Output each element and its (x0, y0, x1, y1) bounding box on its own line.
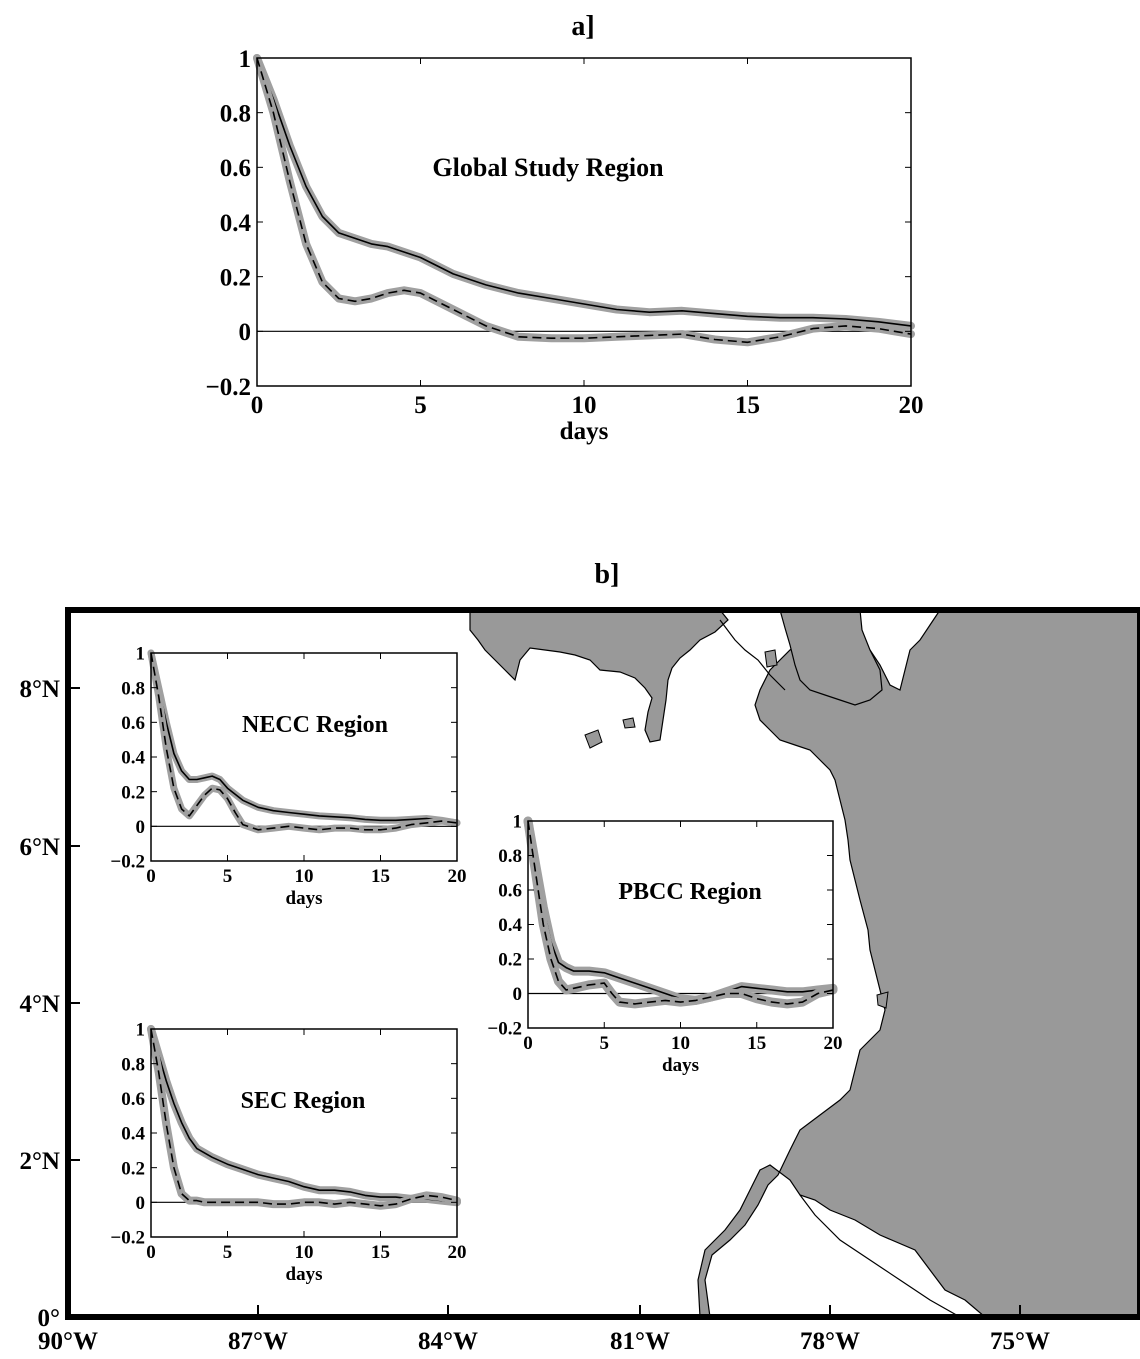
island-2 (764, 649, 778, 668)
pbcc-title: PBCC Region (618, 879, 761, 905)
necc-series-2-line (150, 652, 458, 831)
pbcc-xtick-label: 15 (747, 1033, 766, 1054)
lat-tick-label: 8°N (19, 676, 60, 703)
global-series-1-line (256, 57, 912, 327)
map-frame (65, 607, 1140, 1320)
pbcc-ytick-label: 0.6 (498, 881, 522, 902)
necc-xtick-label: 0 (146, 866, 156, 887)
panel-b-label: b] (595, 559, 620, 590)
pbcc-ytick-label: 0.8 (498, 846, 522, 867)
global-series-2-band (253, 54, 915, 347)
land-mainland (697, 610, 1140, 1317)
pbcc-series-2-line (527, 820, 834, 1005)
global-xtick-label: 20 (899, 392, 924, 419)
border-line-2 (719, 619, 786, 691)
global-ytick-label: −0.2 (206, 374, 252, 401)
pbcc-ytick-label: 0.2 (498, 950, 522, 971)
map-axes: 8°N 6°N 4°N 2°N 0°90°W 87°W 84°W 81°W 78°W 75°W (19, 676, 1050, 1355)
necc-ytick-label: 0.6 (121, 713, 145, 734)
lon-tick-label: 75°W (990, 1328, 1050, 1355)
lat-tick-label: 2°N (19, 1148, 60, 1175)
pbcc-ytick-label: 0.4 (498, 915, 522, 936)
global-ytick-label: 0.8 (220, 100, 251, 127)
panel-b: b] 8°N 6°N 4°N 2°N 0°90°W 87°W 84°W 81°W 78°W 75°… (19, 559, 1140, 1355)
global-xtick-label: 15 (735, 392, 760, 419)
sec-series-1-line (150, 1028, 458, 1204)
sec-ytick-label: 0.6 (121, 1089, 145, 1110)
pbcc-ytick-label: 0 (513, 984, 523, 1005)
global-xtick-label: 10 (572, 392, 597, 419)
sec-ytick-label: −0.2 (110, 1228, 145, 1249)
land-panama (469, 610, 729, 743)
sec-ytick-label: 0 (136, 1193, 146, 1214)
pbcc-xtick-label: 0 (523, 1033, 533, 1054)
panel-a: a] 0 5 10 15 2010.80.60.40.20−0.2daysGlobal … (206, 11, 924, 445)
necc-xtick-label: 15 (371, 866, 390, 887)
pbcc-xtick-label: 5 (600, 1033, 610, 1054)
necc-ytick-label: 1 (136, 644, 146, 665)
island-1 (584, 729, 603, 749)
border-line (799, 1194, 961, 1317)
pbcc-xlabel: days (662, 1055, 699, 1076)
lon-tick-label: 87°W (228, 1328, 288, 1355)
global-ytick-label: 0.6 (220, 155, 251, 182)
sec-xtick-label: 0 (146, 1242, 156, 1263)
sec-title: SEC Region (241, 1088, 366, 1114)
lon-tick-label: 78°W (800, 1328, 860, 1355)
global-xtick-label: 5 (414, 392, 427, 419)
sec-xtick-label: 10 (295, 1242, 314, 1263)
necc-ytick-label: 0 (136, 817, 146, 838)
necc-xlabel: days (286, 888, 323, 909)
lon-tick-label: 81°W (610, 1328, 670, 1355)
pbcc-ytick-label: −0.2 (487, 1019, 522, 1040)
lon-tick-label: 90°W (38, 1328, 98, 1355)
sec-series-2-line (150, 1028, 458, 1207)
map: 8°N 6°N 4°N 2°N 0°90°W 87°W 84°W 81°W 78°W 75°W (19, 607, 1140, 1355)
pbcc-ytick-label: 1 (513, 812, 523, 833)
global-ytick-label: 1 (239, 46, 252, 73)
necc-ytick-label: −0.2 (110, 852, 145, 873)
island-4 (622, 717, 636, 729)
necc-xtick-label: 5 (223, 866, 233, 887)
land-colombia-north (779, 610, 883, 706)
island-3 (876, 991, 889, 1009)
lon-tick-label: 84°W (418, 1328, 478, 1355)
sec-ytick-label: 1 (136, 1020, 146, 1041)
sec-xlabel: days (286, 1264, 323, 1285)
sec-ytick-label: 0.4 (121, 1124, 145, 1145)
pbcc-xtick-label: 10 (671, 1033, 690, 1054)
lat-tick-label: 6°N (19, 834, 60, 861)
sec-xtick-label: 15 (371, 1242, 390, 1263)
pbcc-xtick-label: 20 (824, 1033, 843, 1054)
global-ytick-label: 0.4 (220, 210, 252, 237)
global-series-2-line (256, 57, 912, 344)
global-ytick-label: 0 (239, 319, 252, 346)
necc-ytick-label: 0.4 (121, 748, 145, 769)
necc-ytick-label: 0.8 (121, 678, 145, 699)
sec-xtick-label: 20 (448, 1242, 467, 1263)
necc-series-1-line (150, 652, 458, 824)
global-title: Global Study Region (432, 153, 664, 182)
global-xtick-label: 0 (251, 392, 264, 419)
necc-xtick-label: 10 (295, 866, 314, 887)
necc-title: NECC Region (242, 712, 388, 738)
lat-tick-label: 0° (38, 1305, 61, 1332)
sec-xtick-label: 5 (223, 1242, 233, 1263)
sec-ytick-label: 0.8 (121, 1054, 145, 1075)
necc-xtick-label: 20 (448, 866, 467, 887)
global-series-1-band (253, 54, 915, 330)
necc-ytick-label: 0.2 (121, 782, 145, 803)
sec-ytick-label: 0.2 (121, 1158, 145, 1179)
global-ytick-label: 0.2 (220, 264, 251, 291)
panel-a-label: a] (571, 11, 594, 42)
global-xlabel: days (560, 418, 609, 445)
pbcc-series-1-line (527, 820, 834, 1002)
lat-tick-label: 4°N (19, 991, 60, 1018)
